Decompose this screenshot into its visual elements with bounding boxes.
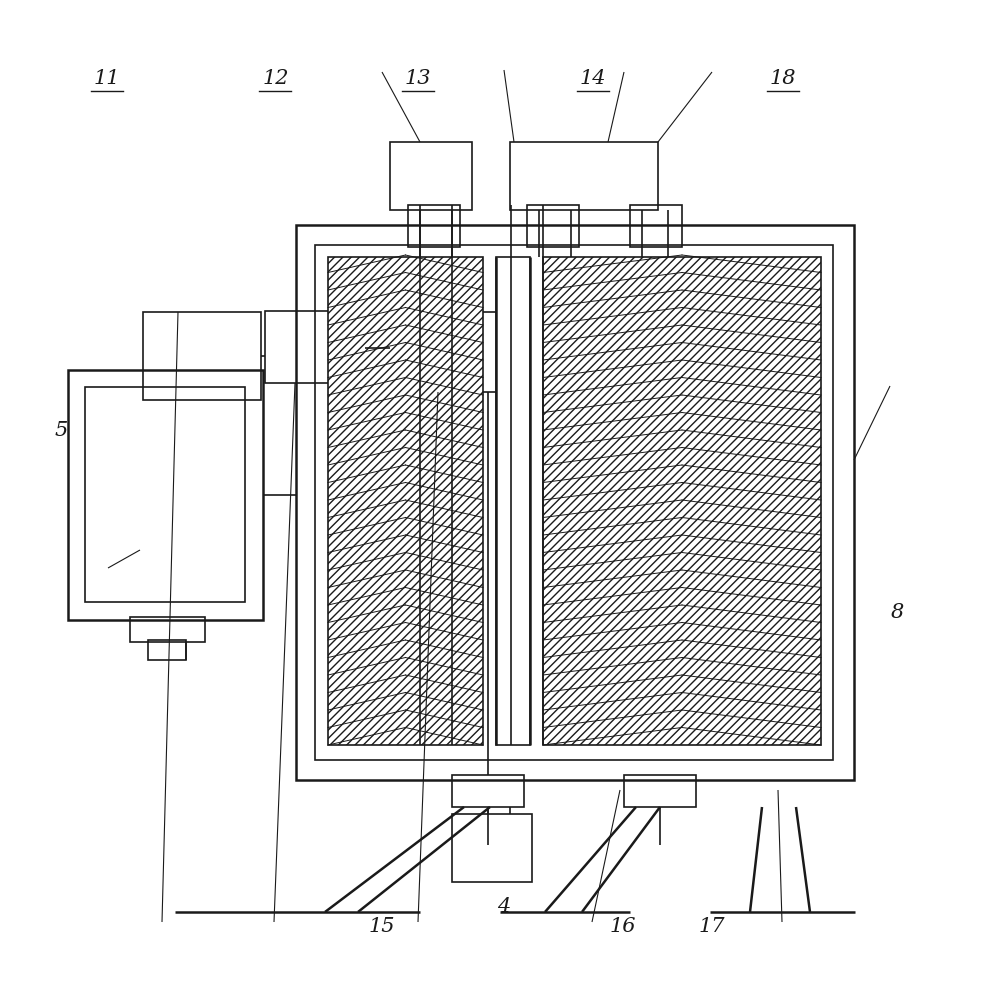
Bar <box>265 311 365 383</box>
Bar <box>624 775 696 807</box>
Bar <box>452 775 524 807</box>
Bar <box>510 142 658 210</box>
Text: 17: 17 <box>699 918 724 936</box>
Text: 12: 12 <box>263 68 288 88</box>
Bar <box>527 205 579 247</box>
Bar <box>315 245 833 760</box>
Bar <box>68 370 263 620</box>
Bar <box>328 257 483 745</box>
Text: 5: 5 <box>55 420 68 440</box>
Text: 4: 4 <box>496 898 510 916</box>
Bar <box>85 387 245 602</box>
Text: 14: 14 <box>580 68 606 88</box>
Bar <box>390 142 472 210</box>
Text: 11: 11 <box>94 68 120 88</box>
Bar <box>390 312 510 392</box>
Bar <box>148 640 186 660</box>
Bar <box>408 205 460 247</box>
Text: 16: 16 <box>609 918 635 936</box>
Bar <box>143 312 261 400</box>
Bar <box>496 257 530 745</box>
Bar <box>543 257 821 745</box>
Text: 13: 13 <box>405 68 431 88</box>
Bar <box>130 617 205 642</box>
Bar <box>296 225 854 780</box>
Bar <box>630 205 682 247</box>
Bar <box>452 814 532 882</box>
Text: 15: 15 <box>369 918 394 936</box>
Text: 8: 8 <box>890 602 904 621</box>
Text: 18: 18 <box>770 68 796 88</box>
